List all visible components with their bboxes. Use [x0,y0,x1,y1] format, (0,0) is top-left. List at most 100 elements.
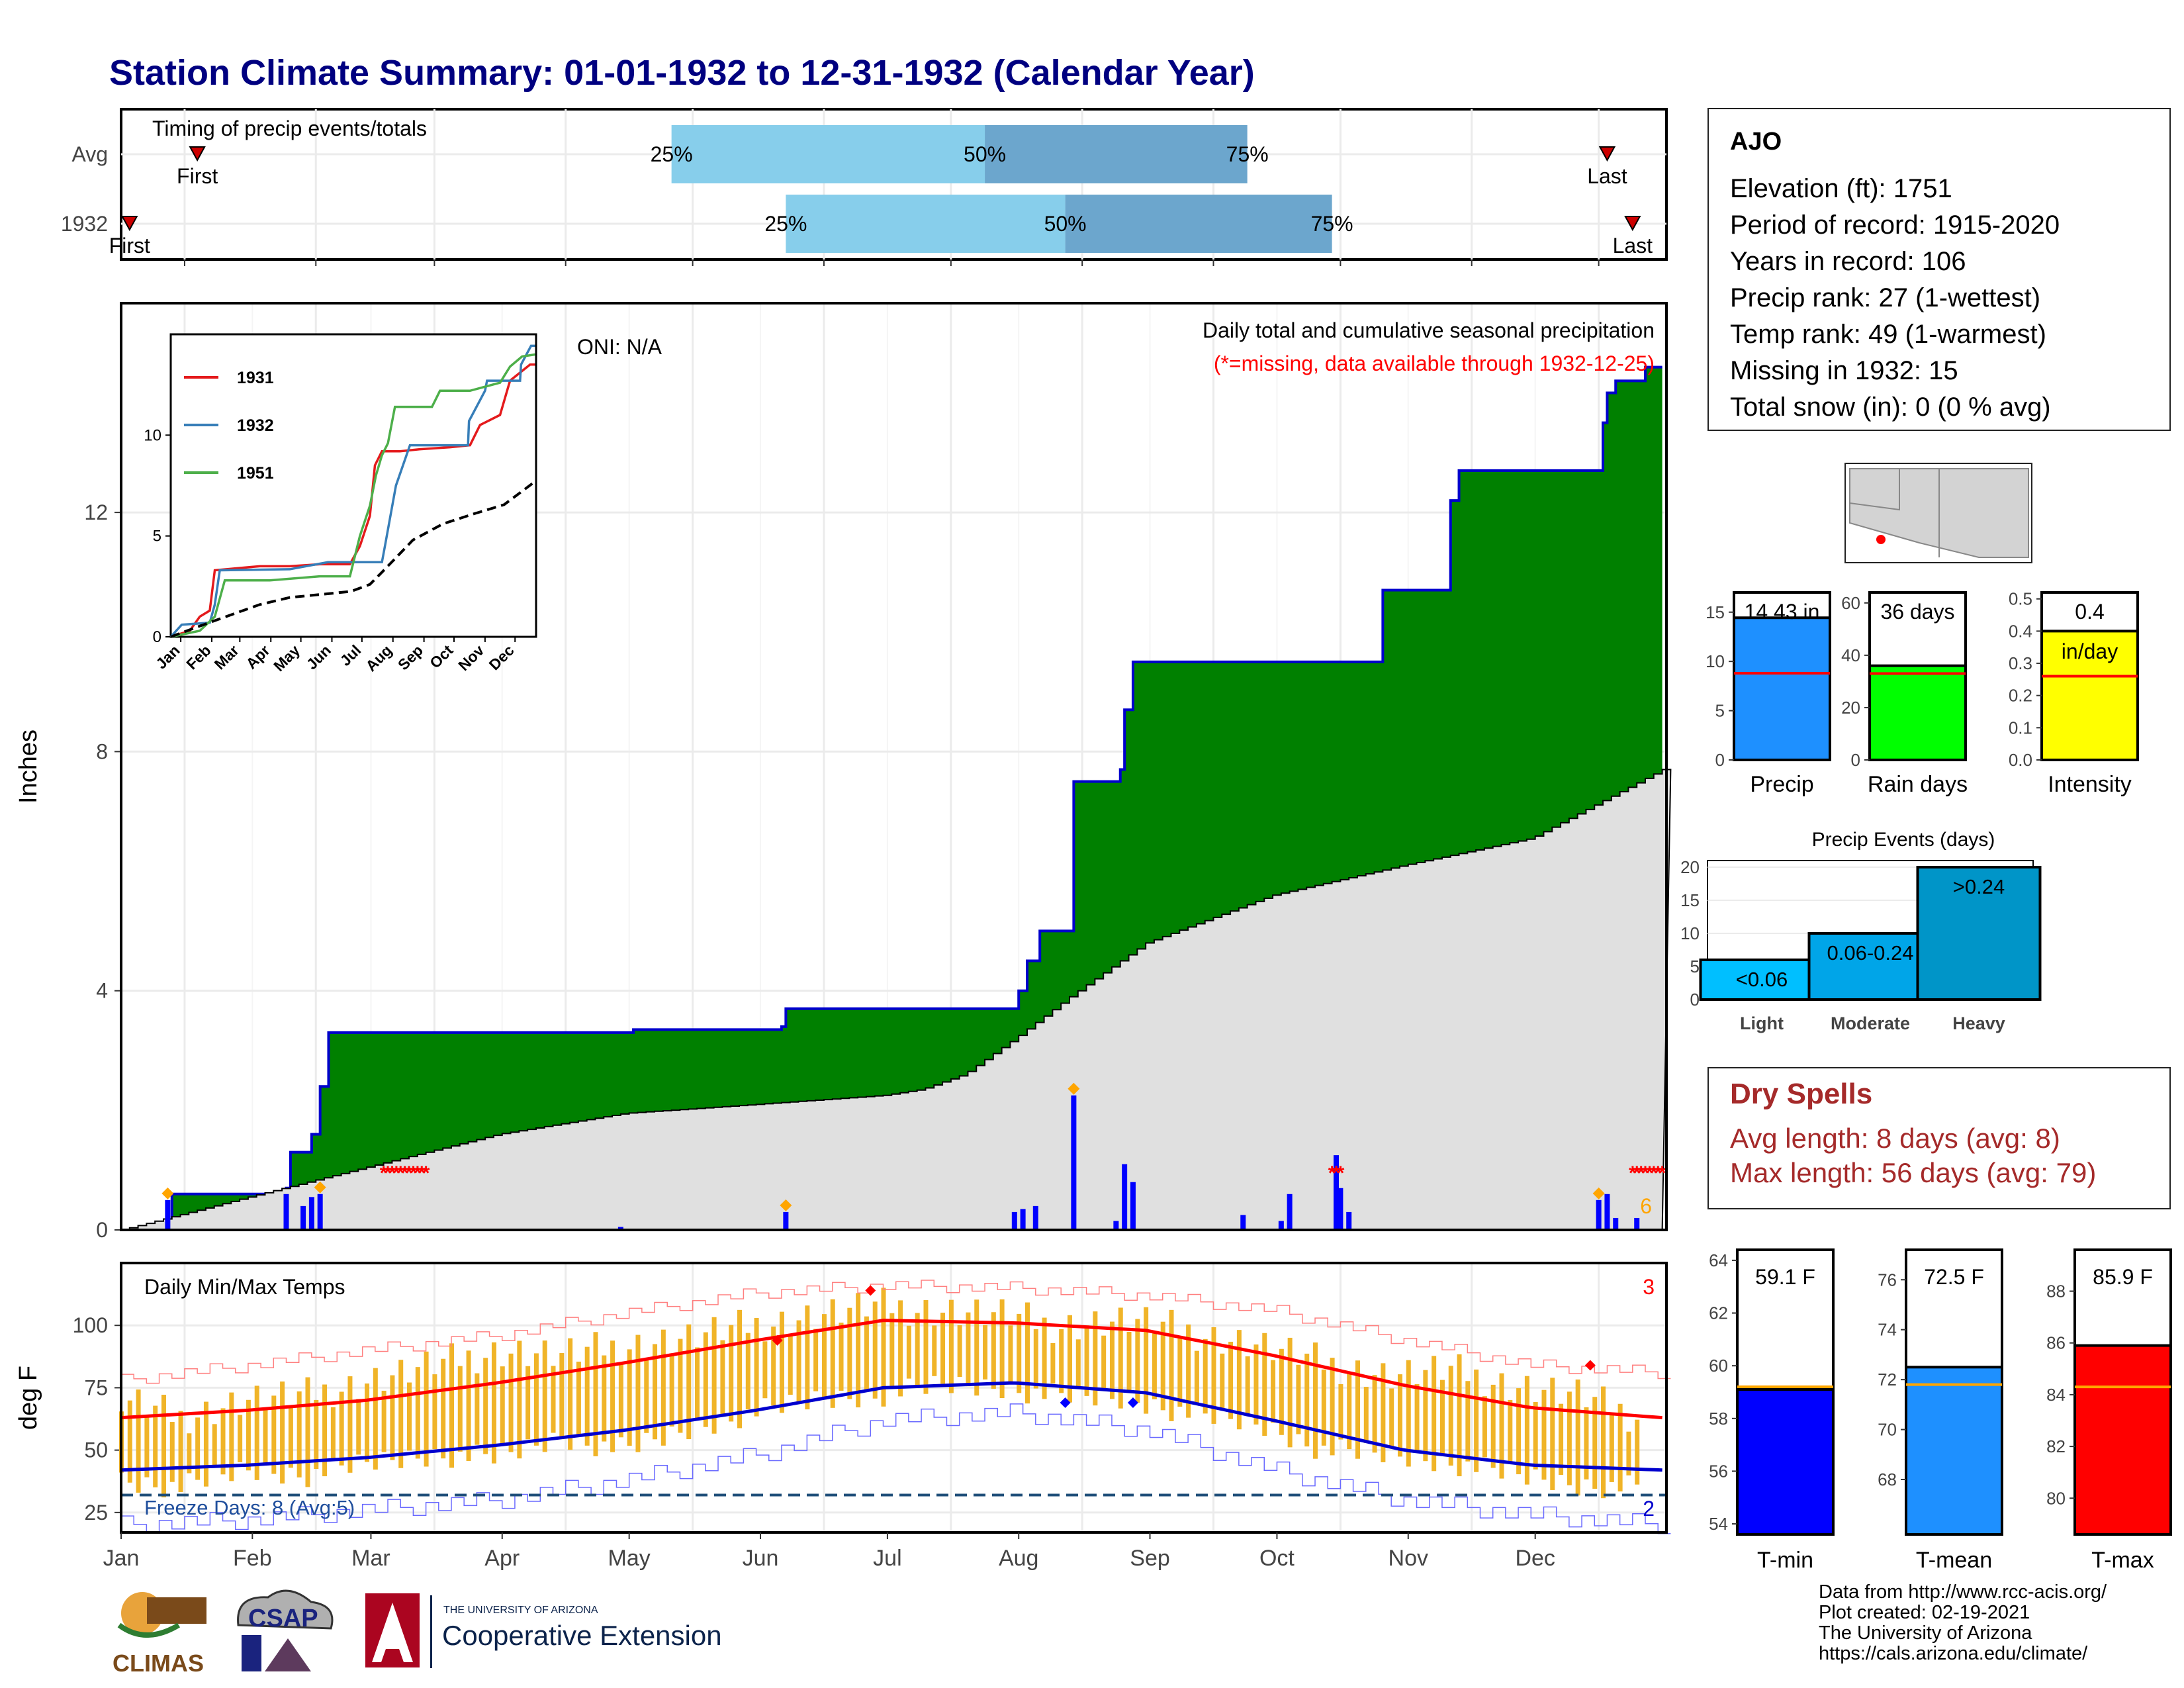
daily-temp-range-bar [737,1309,742,1429]
logos: CLIMAS CSAP THE UNIVERSITY OF ARIZONA Co… [113,1589,722,1677]
ua-logo: THE UNIVERSITY OF ARIZONA Cooperative Ex… [365,1593,722,1668]
timing-quantile-label: 25% [764,212,807,236]
month-label: Aug [999,1546,1039,1571]
daily-temp-range-bar [1355,1360,1360,1459]
inset-y-tick-label: 0 [153,628,161,646]
missing-day-marker: * [1646,1162,1654,1184]
temp-bar-tick-label: 88 [2046,1282,2066,1301]
daily-temp-range-bar [1025,1302,1030,1404]
daily-temp-range-bar [669,1353,674,1427]
daily-temp-range-bar [999,1299,1005,1399]
daily-precip-bar [1122,1164,1128,1230]
daily-temp-range-bar [644,1358,649,1433]
daily-temp-range-bar [415,1367,420,1459]
daily-temp-range-bar [373,1368,378,1470]
precip-panel-title: Daily total and cumulative seasonal prec… [1203,318,1655,342]
events-tick-label: 10 [1680,923,1700,943]
daily-temp-range-bar [296,1391,302,1477]
daily-temp-range-bar [491,1342,496,1464]
daily-temp-range-bar [1626,1431,1631,1476]
extreme-precip-marker [1592,1187,1605,1199]
record-low-marker [1060,1397,1071,1409]
temp-bar-tick-label: 80 [2046,1488,2066,1508]
record-high-marker [772,1335,783,1346]
summary-bar-tick-label: 60 [1841,593,1860,613]
daily-temp-range-bar [1490,1384,1496,1468]
events-category-label: Light [1740,1013,1784,1033]
inset-series-avg [170,480,536,638]
daily-precip-bar [1613,1217,1619,1230]
events-title: Precip Events (days) [1812,829,1995,851]
daily-temp-range-bar [1406,1360,1411,1467]
daily-precip-bar [283,1194,289,1230]
summary-bar-rain-days [1868,664,1967,761]
timing-quantile-label: 75% [1226,142,1269,166]
summary-bar-tick-label: 0.1 [2009,718,2032,737]
daily-temp-range-bar [1008,1325,1013,1383]
climas-logo: CLIMAS [113,1592,206,1677]
daily-temp-range-bar [1093,1311,1098,1406]
precip-y-tick-label: 8 [96,739,108,763]
daily-precip-bar [1334,1155,1340,1230]
daily-temp-range-bar [821,1314,827,1400]
daily-temp-range-bar [1432,1356,1437,1472]
first-event-label: First [109,234,150,258]
daily-temp-range-bar [1050,1342,1056,1384]
daily-precip-bar [1020,1209,1026,1230]
daily-temp-range-bar [441,1358,446,1459]
daily-temp-range-bar [542,1340,547,1452]
events-category-label: Moderate [1831,1013,1910,1033]
daily-temp-range-bar [305,1377,310,1487]
summary-bar-tick-label: 40 [1841,645,1860,665]
daily-precip-bar [1130,1182,1136,1230]
daily-temp-range-bar [390,1375,395,1460]
daily-temp-range-bar [593,1332,598,1456]
temp-panel-title: Daily Min/Max Temps [144,1275,345,1299]
daily-temp-range-bar [432,1374,437,1450]
record-low-marker [1127,1397,1138,1409]
daily-temp-range-bar [1287,1337,1293,1448]
precip-y-axis-label: Inches [15,729,42,804]
daily-temp-range-bar [1126,1332,1132,1393]
summary-bar-value: 36 days [1880,600,1954,624]
daily-temp-range-bar [847,1307,852,1399]
daily-temp-range-bar [864,1316,869,1391]
daily-temp-range-bar [1084,1325,1089,1396]
month-label: Jul [873,1546,901,1571]
month-label: Apr [484,1546,520,1571]
extreme-event-count: 6 [1640,1194,1652,1218]
daily-temp-range-bar [1584,1407,1589,1479]
dry-spells-avg: Avg length: 8 days (avg: 8) [1730,1123,2060,1154]
daily-temp-range-bar [144,1417,150,1477]
missing-day-marker: * [1654,1162,1662,1184]
summary-bar-tick-label: 0 [1715,750,1725,770]
missing-day-marker: * [1629,1162,1637,1184]
missing-day-marker: * [414,1162,422,1184]
daily-temp-range-bar [983,1325,988,1380]
month-label: Jan [103,1546,140,1571]
daily-temp-range-bar [153,1405,158,1487]
temp-bar-t-mean [1905,1366,2003,1536]
daily-temp-range-bar [483,1358,488,1454]
timing-q25-q50-bar [786,195,1066,253]
daily-temp-range-bar [203,1401,208,1487]
daily-temp-range-bar [1253,1344,1259,1425]
daily-temp-range-bar [932,1325,937,1376]
cold-record-count: 2 [1643,1497,1655,1521]
inset-y-tick-label: 5 [153,528,161,545]
last-event-label: Last [1613,234,1653,258]
temp-bar-tick-label: 84 [2046,1385,2066,1405]
temp-bar-label: T-min [1757,1548,1813,1573]
daily-temp-range-bar [1559,1403,1564,1476]
summary-bar-tick-label: 0.2 [2009,686,2032,706]
last-event-marker [1598,146,1616,162]
daily-temp-range-bar [330,1407,336,1458]
dry-spells-box: Dry Spells Avg length: 8 days (avg: 8) M… [1707,1067,2171,1209]
events-tick-label: 20 [1680,857,1700,877]
svg-text:CSAP: CSAP [248,1605,318,1632]
daily-temp-range-bar [1042,1317,1047,1399]
extreme-precip-marker [1068,1082,1080,1095]
daily-temp-range-bar [127,1400,132,1483]
summary-bar-value: 0.4 [2075,600,2104,624]
daily-temp-range-bar [517,1340,522,1459]
